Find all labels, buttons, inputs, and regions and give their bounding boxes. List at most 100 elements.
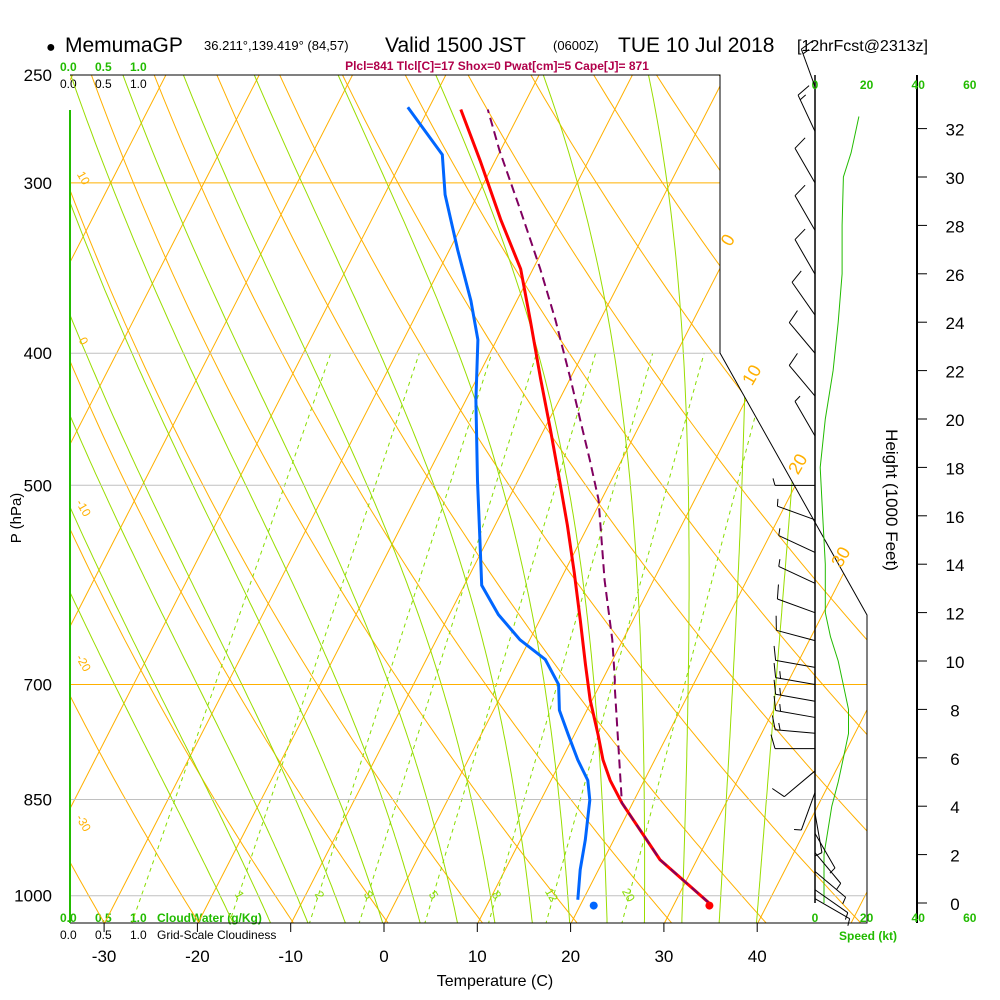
moist-adiabat-line xyxy=(755,75,818,923)
wind-barb-staff xyxy=(784,770,816,798)
wind-barb-half-feather xyxy=(802,49,810,55)
height-tick-label: 28 xyxy=(946,217,965,236)
dry-adiabat-label: -20 xyxy=(73,652,94,674)
height-tick-label: 18 xyxy=(946,459,965,478)
wind-barb-feather xyxy=(770,734,776,749)
wind-barb xyxy=(773,663,816,686)
mixing-ratio-line xyxy=(358,353,538,923)
wind-barb-feather xyxy=(788,353,798,366)
wind-barb-feather xyxy=(773,695,777,711)
speed-tick-label-bottom: 40 xyxy=(912,911,926,925)
mixing-ratio-label: 20 xyxy=(619,886,638,905)
dry-adiabat-line xyxy=(216,75,768,923)
wind-barb-staff xyxy=(794,239,816,275)
isotherm-line xyxy=(104,75,540,923)
wind-barb xyxy=(814,833,836,874)
wind-barb-half-feather xyxy=(779,704,782,712)
moist-adiabat-line xyxy=(718,75,747,923)
wind-barb-feather xyxy=(794,184,806,197)
height-tick-label: 8 xyxy=(950,701,959,720)
wind-barb xyxy=(814,852,842,890)
mixing-ratio-line xyxy=(487,353,654,923)
temperature-tick-label: 30 xyxy=(654,947,673,966)
moist-adiabat-line xyxy=(337,75,571,923)
wind-barb xyxy=(772,478,815,486)
wind-barb xyxy=(770,734,815,750)
dry-adiabat-line xyxy=(656,75,867,923)
wind-barb-staff xyxy=(775,709,816,718)
wind-barb-staff xyxy=(814,813,823,853)
wind-barb-feather xyxy=(773,645,777,661)
wind-barb xyxy=(776,584,816,614)
cloudiness-label: Grid-Scale Cloudiness xyxy=(157,928,276,942)
wind-barb-staff xyxy=(775,659,816,668)
dry-adiabat-label: -30 xyxy=(73,812,94,834)
wind-barb-staff xyxy=(777,505,816,521)
height-tick-label: 26 xyxy=(946,266,965,285)
wind-barb-staff xyxy=(800,48,816,87)
utc-time: (0600Z) xyxy=(553,38,599,53)
wind-barb-half-feather xyxy=(847,918,851,926)
wind-barb-feather xyxy=(797,85,810,96)
height-tick-label: 12 xyxy=(946,605,965,624)
wind-barb-staff xyxy=(814,871,846,898)
wind-barb-staff xyxy=(814,898,850,920)
wind-barb-half-feather xyxy=(794,829,802,831)
speed-axis-title: Speed (kt) xyxy=(839,929,897,943)
wind-barb xyxy=(794,184,816,231)
temperature-tick-label: 0 xyxy=(379,947,388,966)
height-tick-label: 6 xyxy=(950,750,959,769)
mixing-ratio-label: 1 xyxy=(232,889,248,902)
cloudwater-scale-2: 1.0 xyxy=(130,60,147,74)
speed-tick-label-top: 0 xyxy=(812,78,819,92)
height-tick-label: 20 xyxy=(946,411,965,430)
mixing-ratio-line xyxy=(130,353,332,923)
cloudwater-scale-1: 0.5 xyxy=(95,60,112,74)
height-tick-label: 32 xyxy=(946,121,965,140)
wind-barb-staff xyxy=(794,148,816,184)
height-tick-label: 10 xyxy=(946,653,965,672)
wind-barb-staff xyxy=(778,535,816,553)
dry-adiabat-line xyxy=(279,75,863,923)
wind-barb-staff xyxy=(814,852,842,884)
wind-barb xyxy=(773,695,816,718)
wind-barb-feather xyxy=(771,715,776,730)
pressure-tick-label: 250 xyxy=(24,66,52,85)
wind-barb xyxy=(794,137,816,184)
cloudiness-scale-0: 0.0 xyxy=(60,928,77,942)
moist-adiabat-line xyxy=(70,75,421,923)
dry-adiabat-line xyxy=(153,75,674,923)
dry-adiabat-line xyxy=(970,75,1000,925)
wind-barb xyxy=(814,813,823,857)
isotherm-label: 20 xyxy=(784,450,811,477)
site-bullet-icon: ● xyxy=(46,39,56,56)
wind-barb-half-feather xyxy=(779,671,782,679)
wind-barb xyxy=(773,645,816,668)
wind-barb xyxy=(814,889,849,920)
wind-barb-feather xyxy=(773,663,777,678)
background-lines xyxy=(70,75,1000,925)
isotherm-line xyxy=(664,75,867,923)
height-tick-label: 14 xyxy=(946,556,965,575)
wind-barb-staff xyxy=(800,792,816,831)
wind-barb-staff xyxy=(814,889,849,914)
valid-date: TUE 10 Jul 2018 xyxy=(618,34,774,57)
wind-barb xyxy=(794,792,816,831)
moist-adiabat-line xyxy=(648,75,690,923)
moist-adiabat-line xyxy=(70,75,347,923)
wind-barb-feather xyxy=(801,40,814,50)
cloudiness-scale-1: 0.5 xyxy=(95,77,112,91)
isotherm-label: 10 xyxy=(738,361,765,388)
wind-barb-staff xyxy=(814,833,836,869)
temperature-line xyxy=(459,108,710,904)
parcel-line xyxy=(486,109,710,904)
wind-barb-half-feather xyxy=(844,912,849,920)
height-tick-label: 4 xyxy=(950,798,959,817)
mixing-ratio-line xyxy=(545,353,705,923)
cloudiness-scale-0: 0.0 xyxy=(60,77,77,91)
plot-frame xyxy=(70,74,868,924)
mixing-ratio-line xyxy=(228,353,420,923)
moist-adiabat-line xyxy=(70,75,310,923)
wind-barb-staff xyxy=(797,94,816,132)
temperature-tick-label: -10 xyxy=(278,947,303,966)
